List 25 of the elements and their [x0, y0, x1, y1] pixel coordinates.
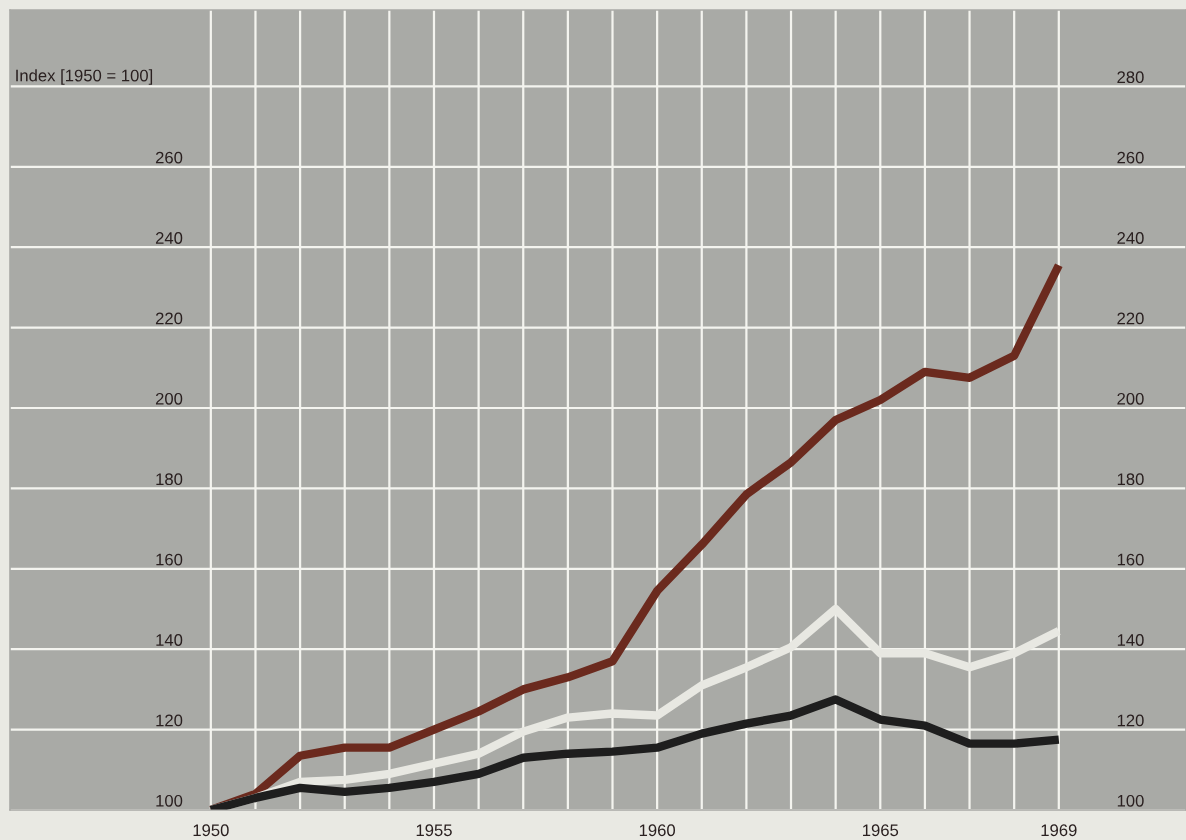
x-tick-label: 1960 — [639, 824, 676, 837]
y-tick-label: 260 — [155, 151, 183, 164]
y2-tick-label: 140 — [1117, 634, 1144, 646]
y-tick-label: 160 — [156, 553, 183, 566]
y-tick-label: 220 — [155, 312, 183, 325]
y2-tick-label: 260 — [1117, 151, 1144, 164]
y2-tick-label: 220 — [1117, 312, 1144, 325]
x-tick-label: 1965 — [863, 824, 899, 837]
y2-tick-label: 120 — [1117, 714, 1144, 727]
y2-tick-label: 180 — [1117, 473, 1144, 486]
x-tick-label: 1969 — [1041, 824, 1077, 837]
x-tick-label: 1950 — [193, 824, 229, 837]
y-tick-label: 180 — [156, 473, 183, 486]
y2-tick-label: 100 — [1117, 794, 1144, 807]
x-tick-label: 1955 — [416, 824, 452, 837]
y-tick-label: 140 — [156, 634, 183, 646]
y-tick-label: 120 — [156, 714, 183, 727]
y2-tick-label: 240 — [1117, 232, 1144, 244]
y2-tick-label: 160 — [1117, 553, 1144, 566]
y-tick-label: 200 — [155, 392, 183, 405]
y-axis-title: Index [1950 = 100] — [16, 69, 153, 85]
y2-tick-label: 280 — [1117, 71, 1144, 84]
y-tick-label: 100 — [156, 794, 183, 807]
y2-tick-label: 200 — [1117, 392, 1144, 405]
y-tick-label: 240 — [155, 232, 183, 244]
